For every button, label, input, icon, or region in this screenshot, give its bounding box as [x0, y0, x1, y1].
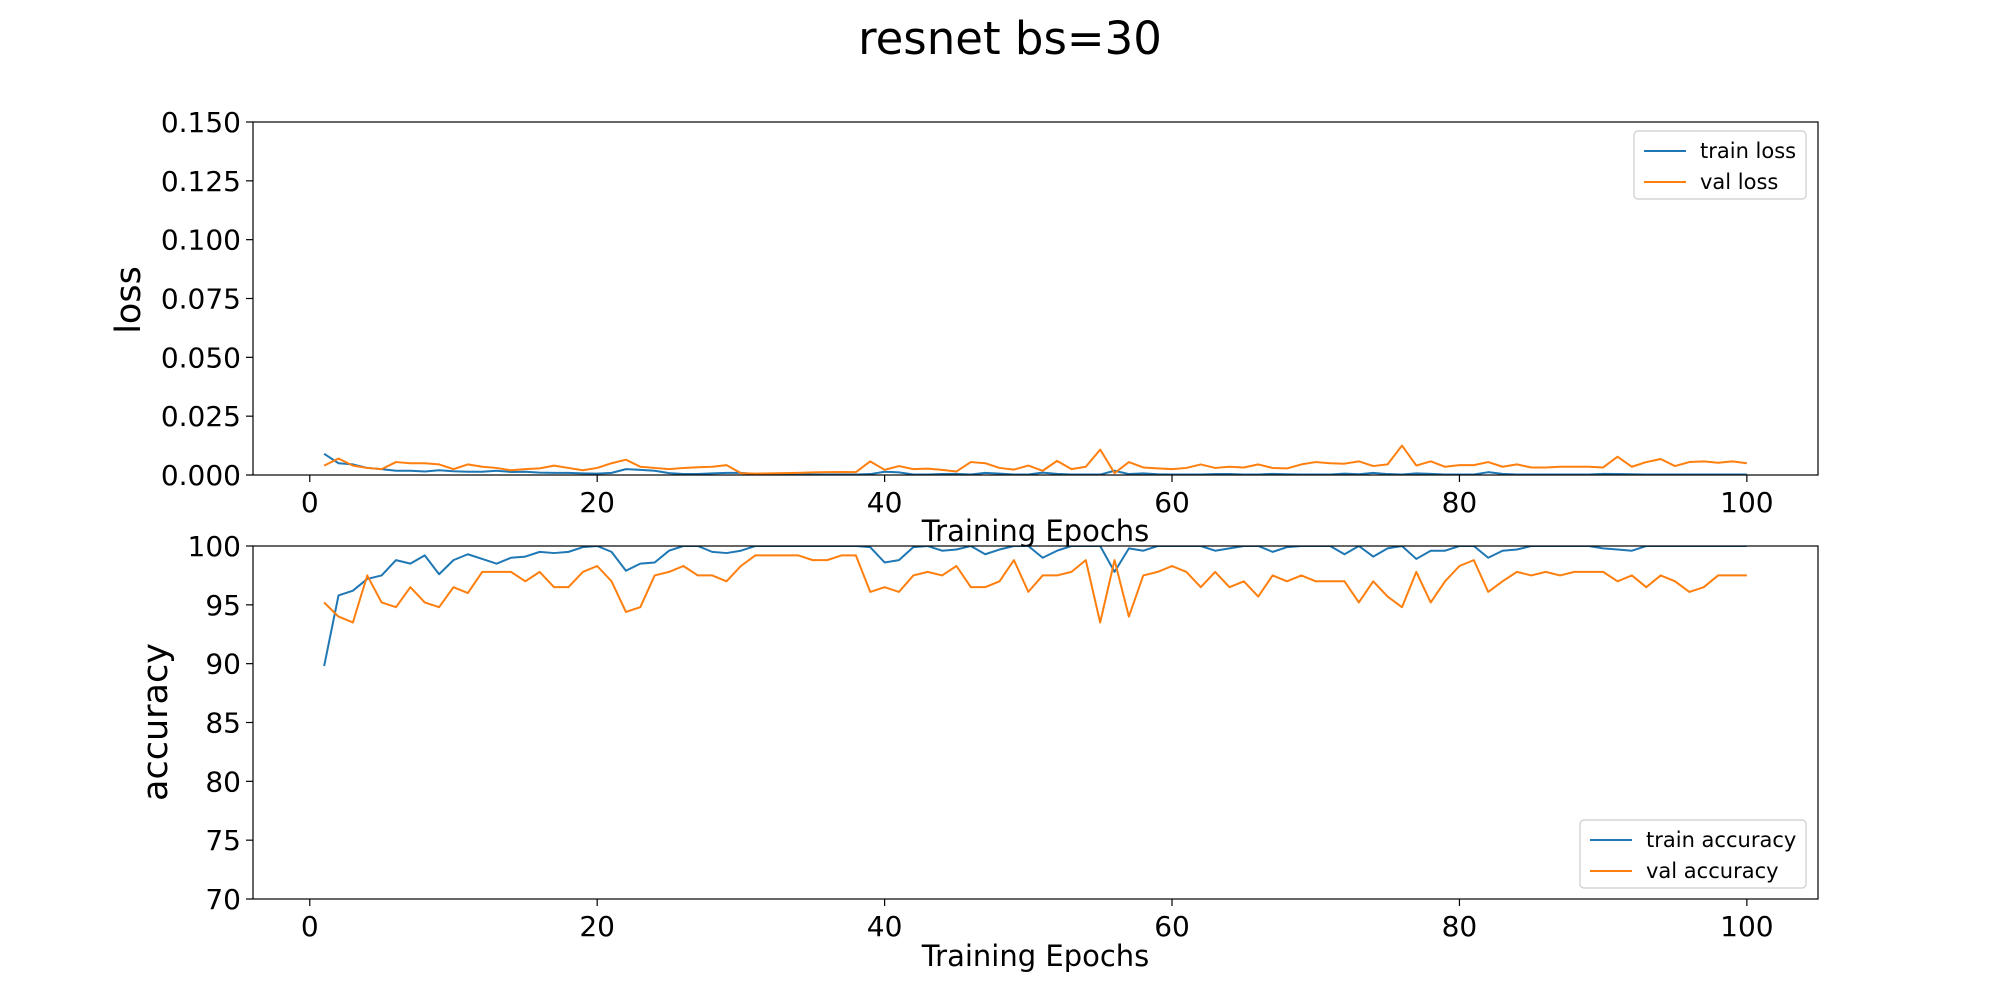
legend-label: train loss [1700, 139, 1796, 163]
y-tick-label: 0.000 [161, 459, 241, 492]
legend-box [1579, 819, 1807, 889]
x-tick-label: 40 [867, 486, 903, 519]
y-tick-label: 70 [205, 883, 241, 916]
y-tick-label: 85 [205, 707, 241, 740]
y-tick-label: 0.100 [161, 224, 241, 257]
figure-title: resnet bs=30 [858, 12, 1162, 65]
series-line-val-accuracy [323, 554, 1747, 624]
y-tick-label: 0.150 [161, 106, 241, 139]
y-tick-label: 75 [205, 824, 241, 857]
x-tick-label: 0 [301, 486, 319, 519]
x-axis-label: Training Epochs [921, 939, 1150, 973]
x-tick-label: 100 [1720, 910, 1773, 943]
x-tick-label: 80 [1442, 486, 1478, 519]
y-tick-label: 90 [205, 648, 241, 681]
x-tick-label: 60 [1154, 486, 1190, 519]
y-tick-label: 0.125 [161, 165, 241, 198]
x-tick-label: 0 [301, 910, 319, 943]
y-tick-label: 0.050 [161, 341, 241, 374]
x-tick-label: 20 [579, 486, 615, 519]
axes-frame [252, 121, 1819, 476]
y-tick-label: 100 [188, 530, 241, 563]
legend: train accuracy val accuracy [1579, 819, 1807, 889]
x-tick-label: 20 [579, 910, 615, 943]
x-tick-label: 80 [1442, 910, 1478, 943]
legend-label: val loss [1700, 170, 1778, 194]
x-tick-label: 60 [1154, 910, 1190, 943]
x-tick-label: 40 [867, 910, 903, 943]
series-line-val-loss [323, 444, 1747, 475]
loss-panel: 0 20 40 60 80 100 0.000 0.025 0.050 0.075 0.100 0.1… [109, 106, 1819, 548]
legend-label: val accuracy [1646, 859, 1779, 883]
y-axis-label: accuracy [136, 643, 176, 801]
y-tick-label: 0.075 [161, 283, 241, 316]
legend-label: train accuracy [1646, 828, 1796, 852]
series-line-train-loss [323, 452, 1747, 475]
accuracy-panel: 0 20 40 60 80 100 70 75 80 85 90 95 100 Training Epoc… [136, 530, 1819, 973]
y-tick-label: 0.025 [161, 400, 241, 433]
x-axis-label: Training Epochs [921, 514, 1150, 548]
legend: train loss val loss [1633, 130, 1807, 200]
y-tick-label: 80 [205, 765, 241, 798]
y-axis-label: loss [109, 266, 149, 334]
y-tick-label: 95 [205, 589, 241, 622]
x-tick-label: 100 [1720, 486, 1773, 519]
series-line-train-accuracy [323, 546, 1747, 667]
